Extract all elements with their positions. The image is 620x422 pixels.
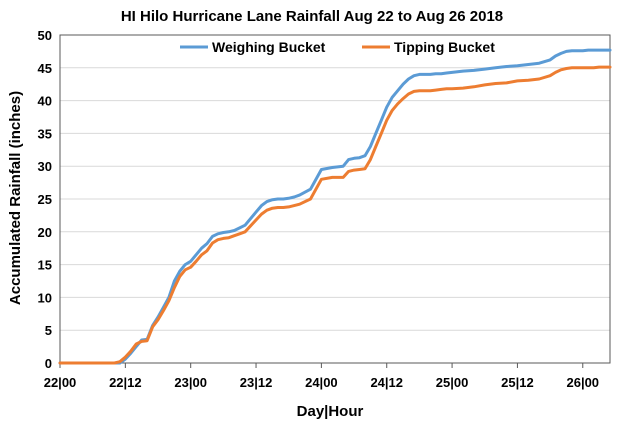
y-axis-title: Accumulated Rainfall (inches) xyxy=(7,91,24,305)
y-tick-label: 15 xyxy=(38,258,52,273)
x-tick-label: 25|00 xyxy=(436,375,469,390)
series-line-weighing-bucket xyxy=(58,48,612,365)
x-tick-label: 26|00 xyxy=(566,375,599,390)
y-tick-label: 0 xyxy=(45,356,52,371)
y-tick-label: 5 xyxy=(45,323,52,338)
x-tick-label: 24|00 xyxy=(305,375,338,390)
chart-title: HI Hilo Hurricane Lane Rainfall Aug 22 t… xyxy=(121,8,503,25)
y-tick-label: 25 xyxy=(38,192,52,207)
y-tick-label: 40 xyxy=(38,94,52,109)
x-tick-label: 24|12 xyxy=(370,375,403,390)
x-tick-label: 23|00 xyxy=(174,375,207,390)
x-tick-label: 22|12 xyxy=(109,375,142,390)
y-tick-label: 45 xyxy=(38,61,52,76)
x-tick-label: 25|12 xyxy=(501,375,534,390)
legend-label: Weighing Bucket xyxy=(212,39,326,55)
axes: 0 5 10 15 20 25 30 35 40 45 50 22|00 22|12 23|00 23|12… xyxy=(38,28,611,390)
legend: Weighing Bucket Tipping Bucket xyxy=(180,39,495,55)
legend-label: Tipping Bucket xyxy=(394,39,495,55)
series xyxy=(58,48,612,365)
y-tick-label: 10 xyxy=(38,290,52,305)
y-tick-label: 35 xyxy=(38,126,52,141)
x-axis-title: Day|Hour xyxy=(297,403,364,420)
y-tick-label: 20 xyxy=(38,225,52,240)
y-tick-label: 30 xyxy=(38,159,52,174)
x-tick-label: 23|12 xyxy=(240,375,273,390)
x-tick-label: 22|00 xyxy=(44,375,77,390)
plot-area-border xyxy=(59,34,611,364)
series-line-tipping-bucket xyxy=(58,65,612,365)
y-tick-label: 50 xyxy=(38,28,52,43)
